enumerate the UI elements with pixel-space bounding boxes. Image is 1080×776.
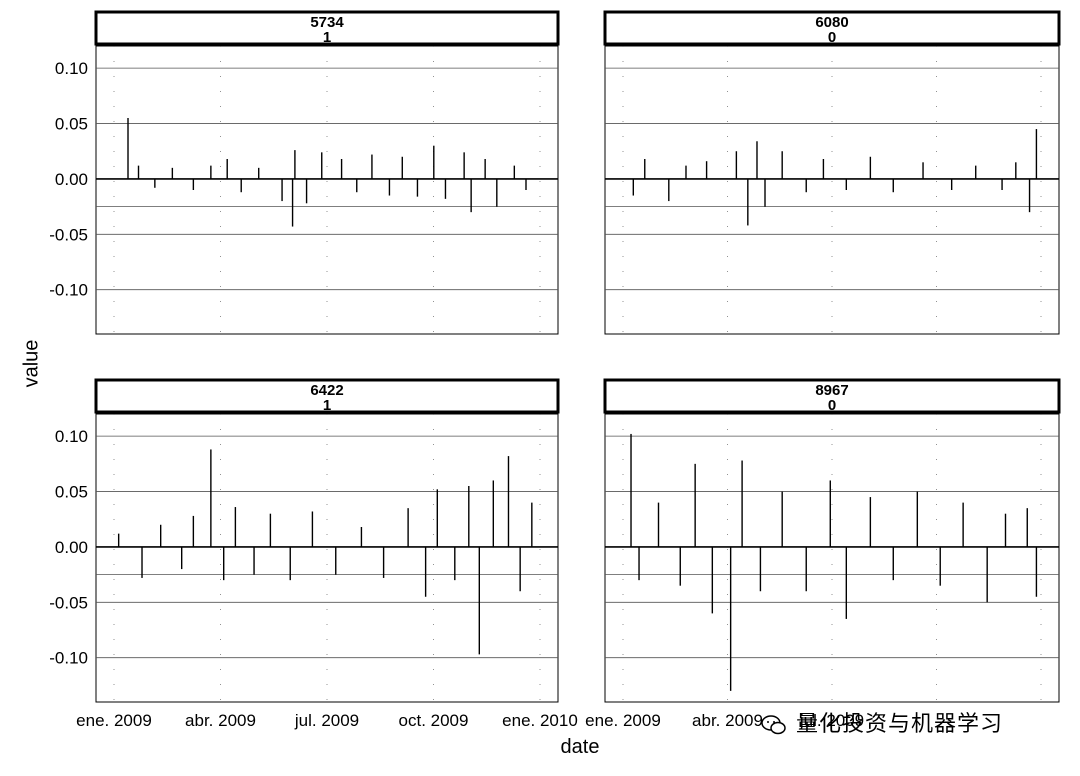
strip-label-top: 5734 (310, 14, 344, 31)
panel-strip (603, 10, 1061, 46)
x-tick-label: ene. 2009 (585, 711, 661, 730)
y-tick-label: 0.10 (55, 59, 88, 78)
x-tick-label: ene. 2010 (502, 711, 578, 730)
watermark: 量化投资与机器学习 (760, 706, 1003, 738)
x-tick-label: jul. 2009 (799, 711, 864, 730)
x-tick-label: abr. 2009 (185, 711, 256, 730)
y-tick-label: -0.05 (49, 225, 88, 244)
panel-strip (603, 378, 1061, 414)
y-tick-label: 0.00 (55, 538, 88, 557)
strip-label-top: 8967 (815, 382, 848, 399)
y-tick-label: -0.05 (49, 593, 88, 612)
panel-strip (94, 378, 560, 414)
panel-strip (94, 10, 560, 46)
strip-label-top: 6422 (310, 382, 343, 399)
panel-frame (95, 45, 559, 335)
strip-label-bottom: 1 (323, 29, 331, 46)
y-tick-label: -0.10 (49, 281, 88, 300)
x-tick-label: jul. 2009 (294, 711, 359, 730)
x-axis-title: date (560, 736, 600, 758)
y-tick-label: 0.00 (55, 170, 88, 189)
panel-frame (604, 45, 1060, 335)
wechat-icon (761, 715, 786, 735)
x-tick-label: ene. 2009 (76, 711, 152, 730)
y-tick-label: 0.05 (55, 115, 88, 134)
strip-label-bottom: 1 (323, 397, 331, 414)
panel-frame (604, 413, 1060, 703)
y-tick-label: -0.10 (49, 649, 88, 668)
strip-label-bottom: 0 (828, 29, 836, 46)
strip-label-bottom: 0 (828, 397, 836, 414)
watermark-text: 量化投资与机器学习 (796, 712, 1004, 737)
y-tick-label: 0.05 (55, 483, 88, 502)
strip-label-top: 6080 (815, 14, 848, 31)
x-tick-label: abr. 2009 (692, 711, 763, 730)
y-tick-label: 0.10 (55, 427, 88, 446)
panel-frame (95, 413, 559, 703)
x-tick-label: oct. 2009 (399, 711, 469, 730)
y-axis-title: value (20, 339, 43, 388)
